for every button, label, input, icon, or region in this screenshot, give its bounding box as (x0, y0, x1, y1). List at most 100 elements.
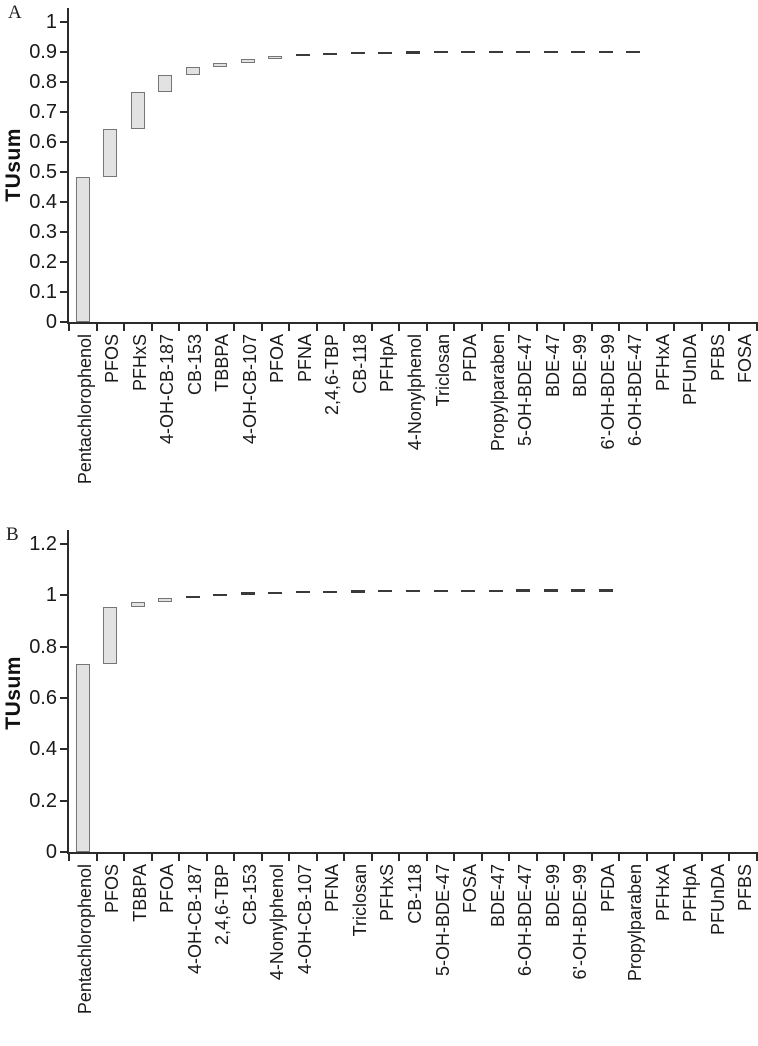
y-axis-tick (60, 543, 69, 545)
y-axis-tick-label: 0.4 (29, 191, 57, 213)
y-axis-tick (60, 201, 69, 203)
x-axis-tick (453, 322, 456, 331)
x-category-label: BDE-99 (570, 334, 591, 398)
x-category-label: 4-Nonylphenol (405, 334, 425, 451)
y-axis-tick (60, 645, 69, 648)
x-category-label: 6-OH-BDE-47 (625, 334, 646, 447)
x-category-label: Propylparaben (487, 334, 508, 452)
waterfall-segment (130, 601, 145, 607)
x-axis-tick (178, 852, 181, 861)
y-axis-tick (60, 321, 69, 323)
x-axis-tick (315, 322, 318, 331)
x-category-label: Triclosan (432, 334, 453, 407)
x-axis-tick (508, 852, 511, 861)
waterfall-segment (461, 589, 476, 592)
y-axis-tick (60, 111, 69, 113)
waterfall-segment (103, 128, 118, 178)
waterfall-segment (433, 589, 448, 593)
x-category-label: CB-118 (349, 334, 370, 394)
x-category-label: Propylparaben (625, 864, 646, 982)
x-axis-tick (645, 322, 648, 331)
chart-panel-a: A TUsum 0 0.1 0.2 0.3 0.4 0.5 0.6 0.7 0.8 0.9 1 Pe… (2, 2, 758, 522)
x-axis-tick (728, 322, 731, 331)
x-axis-tick (288, 322, 291, 331)
waterfall-segment (406, 589, 420, 593)
y-axis-tick (60, 171, 69, 173)
x-axis-tick (508, 322, 511, 331)
x-category-label: 4-OH-CB-187 (184, 864, 205, 975)
x-axis-tick (425, 322, 428, 331)
x-category-label: PFOA (157, 864, 178, 914)
x-category-label: CB-118 (405, 864, 425, 924)
waterfall-segment (626, 50, 641, 54)
x-axis-tick (728, 852, 731, 861)
waterfall-segment (378, 590, 393, 593)
x-category-label: FOSA (735, 334, 756, 384)
x-axis-tick (150, 852, 153, 861)
x-category-label: 2,4,6-TBP (322, 334, 343, 416)
panel-letter-b: B (6, 524, 19, 545)
x-axis-tick (398, 322, 401, 331)
x-axis-tick (205, 322, 208, 331)
x-axis-tick (178, 322, 181, 331)
y-axis-tick-label: 0.9 (29, 41, 57, 63)
y-axis-tick-label: 0.3 (29, 221, 57, 243)
plot-area-a: 0 0.1 0.2 0.3 0.4 0.5 0.6 0.7 0.8 0.9 1 (29, 8, 758, 333)
x-category-label: 6-OH-BDE-47 (515, 864, 536, 977)
y-axis-tick (60, 21, 69, 23)
x-category-label: 4-Nonylphenol (267, 864, 288, 981)
x-axis-tick (233, 852, 236, 861)
x-category-label: PFNA (294, 334, 315, 383)
x-category-label: 6'-OH-BDE-99 (570, 864, 591, 980)
waterfall-segment (213, 593, 228, 597)
x-category-label: 4-OH-CB-107 (294, 864, 315, 975)
waterfall-segment (433, 51, 448, 54)
waterfall-segment (598, 589, 613, 592)
x-category-label: PFNA (322, 864, 343, 913)
x-axis-tick (618, 322, 621, 331)
x-axis-tick (288, 852, 291, 861)
x-axis-tick (590, 322, 593, 331)
x-axis-tick (260, 852, 263, 861)
x-axis-tick (618, 852, 621, 861)
waterfall-segment (406, 51, 420, 54)
waterfall-segment (130, 92, 145, 129)
y-axis-tick (60, 261, 69, 263)
x-axis-tick (480, 852, 483, 861)
x-category-label: CB-153 (184, 334, 205, 396)
x-category-label: PFUnDA (707, 864, 728, 936)
x-axis-labels-a: Pentachlorophenol PFOS PFHxS 4-OH-CB-187 CB-… (69, 332, 757, 522)
x-category-label: PFOA (267, 334, 288, 384)
y-axis-tick (60, 231, 69, 233)
x-axis-tick (700, 852, 703, 861)
y-axis-tick (60, 748, 69, 751)
waterfall-segment (295, 591, 310, 594)
y-axis-tick-label: 0.6 (29, 131, 57, 153)
waterfall-segment (185, 596, 200, 599)
waterfall-segment (598, 50, 613, 54)
x-category-label: PFHxA (652, 864, 673, 922)
waterfall-segment (75, 663, 90, 852)
waterfall-segment (461, 50, 476, 54)
x-axis-tick (425, 852, 428, 861)
waterfall-segment (488, 50, 503, 54)
waterfall-segment (350, 52, 365, 55)
x-axis-tick (95, 322, 98, 331)
x-category-label: PFOS (102, 864, 123, 914)
waterfall-segment (158, 598, 173, 602)
x-category-label: BDE-47 (542, 334, 563, 398)
waterfall-segment (350, 590, 365, 593)
y-axis-tick-label: 1.2 (29, 533, 57, 555)
panel-letter-a: A (8, 2, 22, 23)
x-axis-tick (123, 852, 126, 861)
waterfall-segment (240, 59, 255, 63)
x-category-label: FOSA (460, 864, 481, 914)
x-category-label: TBBPA (212, 334, 233, 392)
waterfall-segment (185, 67, 200, 75)
x-category-label: BDE-47 (487, 864, 508, 928)
x-axis-tick (756, 852, 758, 861)
y-axis-tick (60, 594, 69, 597)
waterfall-segment (268, 591, 283, 595)
y-axis-tick (60, 141, 69, 143)
waterfall-segment (75, 177, 90, 322)
